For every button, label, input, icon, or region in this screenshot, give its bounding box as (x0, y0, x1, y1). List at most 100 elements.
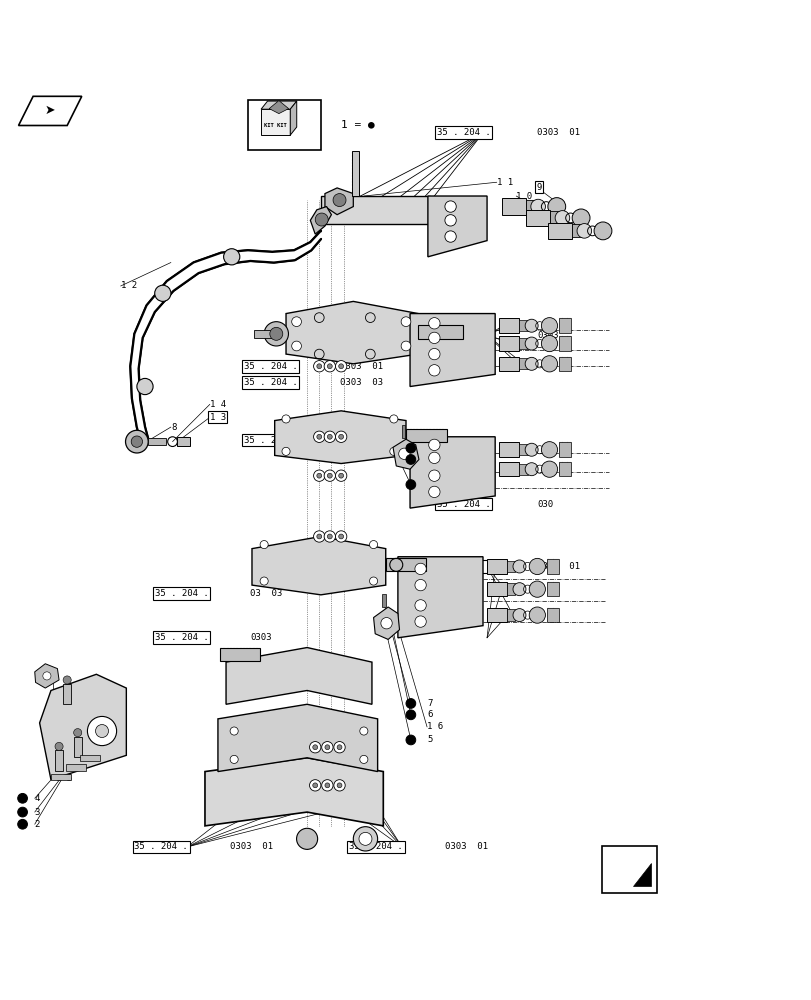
Bar (559, 462, 571, 476)
Bar (499, 336, 519, 351)
Polygon shape (285, 301, 418, 364)
Bar (253, 330, 276, 338)
Circle shape (324, 531, 335, 542)
Circle shape (406, 455, 415, 464)
Circle shape (529, 581, 545, 597)
Circle shape (324, 470, 335, 481)
Bar (547, 223, 572, 239)
Circle shape (316, 364, 321, 369)
Circle shape (414, 579, 426, 591)
Circle shape (316, 534, 321, 539)
Text: 0303  03: 0303 03 (339, 378, 382, 387)
Text: 3: 3 (35, 808, 40, 817)
Text: 2: 2 (35, 820, 40, 829)
Circle shape (155, 285, 170, 301)
Circle shape (74, 729, 82, 737)
Text: 7: 7 (427, 444, 432, 453)
Bar (501, 198, 526, 215)
Circle shape (230, 755, 238, 763)
Circle shape (55, 742, 63, 750)
Text: 35 . 204 .: 35 . 204 . (243, 436, 298, 445)
Circle shape (327, 534, 332, 539)
Text: 5: 5 (427, 480, 432, 489)
Text: 9: 9 (536, 183, 541, 192)
Circle shape (43, 672, 51, 680)
Text: 35 . 204 .: 35 . 204 . (349, 842, 402, 851)
Circle shape (269, 327, 282, 340)
Bar (499, 462, 519, 476)
Bar (499, 442, 519, 457)
Text: 35 . 204 .: 35 . 204 . (243, 378, 298, 387)
Bar (219, 648, 260, 661)
Polygon shape (35, 664, 59, 688)
Circle shape (428, 470, 440, 481)
Circle shape (337, 783, 341, 788)
Bar (507, 561, 515, 572)
Text: 35 . 204 .: 35 . 204 . (155, 633, 208, 642)
Circle shape (338, 434, 343, 439)
Circle shape (131, 436, 143, 447)
Text: 0303: 0303 (250, 633, 272, 642)
Text: 1 3: 1 3 (209, 413, 225, 422)
Circle shape (324, 783, 329, 788)
Circle shape (18, 819, 28, 829)
Polygon shape (251, 536, 385, 595)
Circle shape (428, 365, 440, 376)
Text: 35 . 204 .: 35 . 204 . (436, 562, 490, 571)
Circle shape (428, 439, 440, 451)
Text: 35 . 204 .: 35 . 204 . (436, 500, 490, 509)
Circle shape (313, 361, 324, 372)
Circle shape (321, 780, 333, 791)
Text: 35 . 204 .: 35 . 204 . (135, 842, 188, 851)
Bar (547, 559, 559, 574)
Text: 0303  01: 0303 01 (444, 842, 487, 851)
Bar (401, 425, 405, 438)
Circle shape (281, 415, 290, 423)
Circle shape (18, 807, 28, 817)
Circle shape (291, 317, 301, 327)
Text: 1 5: 1 5 (56, 774, 72, 783)
Circle shape (312, 783, 317, 788)
Text: 1 = ●: 1 = ● (341, 120, 375, 130)
Circle shape (316, 434, 321, 439)
Bar (382, 594, 385, 607)
Circle shape (309, 780, 320, 791)
Text: 1 4: 1 4 (209, 400, 225, 409)
Bar (177, 437, 189, 446)
Circle shape (406, 699, 415, 708)
Bar (559, 357, 571, 371)
Circle shape (541, 318, 557, 334)
Circle shape (333, 194, 345, 207)
Bar (487, 582, 507, 596)
Bar (507, 609, 515, 621)
Circle shape (577, 224, 591, 238)
Text: 35 . 204 .: 35 . 204 . (436, 128, 490, 137)
Bar (559, 318, 571, 333)
Polygon shape (427, 196, 487, 257)
Circle shape (572, 209, 590, 227)
Circle shape (88, 716, 117, 746)
Circle shape (414, 600, 426, 611)
Polygon shape (290, 101, 296, 135)
Circle shape (428, 348, 440, 360)
Circle shape (313, 531, 324, 542)
Bar (559, 336, 571, 351)
Bar (519, 444, 527, 455)
Bar (74, 737, 82, 757)
Circle shape (389, 447, 397, 455)
Circle shape (380, 618, 392, 629)
Text: 1 8: 1 8 (56, 748, 72, 757)
Text: 030: 030 (537, 500, 553, 509)
Text: ➤: ➤ (45, 104, 55, 117)
Text: 0303  0: 0303 0 (339, 436, 376, 445)
Bar (559, 442, 571, 457)
Circle shape (333, 742, 345, 753)
Bar (487, 559, 507, 574)
Circle shape (414, 616, 426, 627)
Circle shape (541, 461, 557, 477)
Circle shape (260, 577, 268, 585)
Circle shape (401, 317, 410, 327)
Circle shape (137, 378, 153, 395)
Bar (66, 764, 86, 771)
Bar (507, 583, 515, 595)
